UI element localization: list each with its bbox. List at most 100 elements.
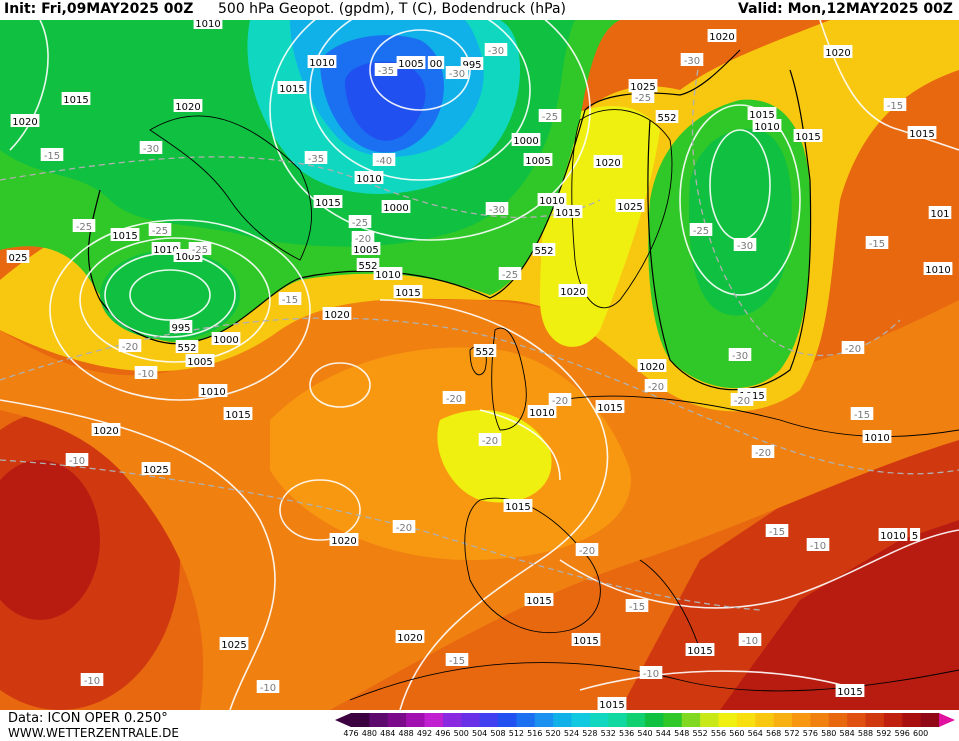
colorbar-left-arrow bbox=[335, 713, 351, 727]
pressure-label-text: 1015 bbox=[555, 208, 580, 219]
temperature-label: -10 bbox=[738, 633, 762, 647]
pressure-label: 1020 bbox=[823, 45, 853, 59]
temperature-label: -10 bbox=[80, 673, 104, 687]
temperature-label-box bbox=[575, 543, 599, 556]
temperature-label-text: -40 bbox=[376, 156, 392, 167]
temperature-label: -20 bbox=[751, 445, 775, 459]
pressure-label-text: 1010 bbox=[529, 408, 554, 419]
pressure-label-text: 1015 bbox=[112, 231, 137, 242]
pressure-label-text: 1015 bbox=[599, 700, 624, 710]
pressure-label-box bbox=[373, 267, 403, 280]
temperature-label-text: -20 bbox=[355, 234, 371, 245]
isobar-east-2 bbox=[679, 104, 801, 296]
pressure-label: 1015 bbox=[793, 129, 823, 143]
temperature-label-text: -10 bbox=[138, 369, 154, 380]
temperature-label-box bbox=[485, 202, 509, 215]
colorbar-tick-label: 556 bbox=[710, 729, 727, 738]
pressure-label-text: 1010 bbox=[375, 270, 400, 281]
pressure-label-box bbox=[628, 79, 658, 92]
pressure-label-text: 00 bbox=[430, 59, 443, 70]
geopotential-label-text: 552 bbox=[177, 343, 196, 354]
colorbar-tick-label: 500 bbox=[453, 729, 469, 738]
temperature-label-text: -20 bbox=[734, 396, 750, 407]
colorbar-tick-label: 548 bbox=[674, 729, 690, 738]
pressure-label-text: 1005 bbox=[187, 357, 212, 368]
pressure-label: 1015 bbox=[747, 107, 777, 121]
field-iceland-low bbox=[100, 250, 240, 340]
field-green-east-inner bbox=[689, 129, 792, 316]
pressure-label-box bbox=[110, 228, 140, 241]
colorbar-tick-label: 528 bbox=[582, 729, 598, 738]
pressure-label-box bbox=[185, 354, 215, 367]
colorbar-tick-label: 596 bbox=[894, 729, 910, 738]
colorbar-swatch bbox=[571, 713, 591, 727]
coast-greenland bbox=[149, 115, 312, 261]
geopotential-label-box bbox=[175, 340, 199, 353]
pressure-label-box bbox=[823, 45, 853, 58]
colorbar-tick-label: 484 bbox=[380, 729, 396, 738]
temperature-label-text: -20 bbox=[755, 448, 771, 459]
colorbar-swatch bbox=[369, 713, 389, 727]
geopotential-label-text: 552 bbox=[657, 113, 676, 124]
temperature-label: -30 bbox=[445, 66, 469, 80]
temperature-label-box bbox=[765, 524, 789, 537]
colorbar-swatch bbox=[608, 713, 628, 727]
temperature-label: -20 bbox=[841, 341, 865, 355]
temperature-label-box bbox=[348, 215, 372, 228]
colorbar-swatch bbox=[479, 713, 499, 727]
geopotential-label: 552 bbox=[356, 258, 380, 272]
pressure-label: 1010 bbox=[198, 384, 228, 398]
colorbar-swatch bbox=[755, 713, 775, 727]
temperature-label: -10 bbox=[806, 538, 830, 552]
pressure-label-box bbox=[597, 697, 627, 710]
pressure-label-text: 1010 bbox=[754, 122, 779, 133]
colorbar-swatch bbox=[553, 713, 572, 727]
colorbar-swatch bbox=[736, 713, 756, 727]
colorbar-tick-label: 544 bbox=[655, 729, 672, 738]
pressure-label: 1010 bbox=[151, 242, 181, 256]
pressure-label: 1010 bbox=[537, 193, 567, 207]
isobar-1020-nw bbox=[9, 20, 49, 151]
temperature-label-text: -10 bbox=[810, 541, 826, 552]
pressure-label-box bbox=[747, 107, 777, 120]
pressure-label-box bbox=[395, 630, 425, 643]
pressure-label-text: 1020 bbox=[397, 633, 422, 644]
colorbar-swatch bbox=[773, 713, 793, 727]
geopotential-label-text: 552 bbox=[534, 246, 553, 257]
temperature-label: -35 bbox=[374, 63, 398, 77]
colorbar-tick-label: 536 bbox=[618, 729, 635, 738]
valid-time: Valid: Mon,12MAY2025 00Z bbox=[738, 1, 953, 17]
temperature-label-box bbox=[278, 292, 302, 305]
temperature-label-box bbox=[680, 53, 704, 66]
temperature-label-box bbox=[445, 653, 469, 666]
pressure-label-text: 1015 bbox=[526, 596, 551, 607]
pressure-label-text: 1000 bbox=[383, 203, 408, 214]
pressure-label: 1010 bbox=[862, 430, 892, 444]
colorbar-swatch bbox=[351, 713, 370, 727]
temperature-label-text: -20 bbox=[482, 436, 498, 447]
temperature-label: -20 bbox=[118, 339, 142, 353]
pressure-label-box bbox=[6, 250, 30, 263]
colorbar-ticks: 476 480 484 488 492 496 500 504 508 512 516 520 524 5… bbox=[335, 729, 955, 739]
colorbar-swatch bbox=[645, 713, 664, 727]
pressure-label-box bbox=[571, 633, 601, 646]
temperature-label-text: -25 bbox=[76, 222, 92, 233]
pressure-label-text: 995 bbox=[462, 60, 481, 71]
temperature-label-text: -25 bbox=[635, 93, 651, 104]
temperature-label-box bbox=[372, 153, 396, 166]
pressure-label: 1015 bbox=[393, 285, 423, 299]
pressure-label-text: 1010 bbox=[309, 58, 334, 69]
pressure-label-box bbox=[393, 285, 423, 298]
pressure-label-text: 1000 bbox=[213, 335, 238, 346]
geopotential-label-box bbox=[532, 243, 556, 256]
temperature-label-box bbox=[188, 242, 212, 255]
temperature-label-box bbox=[478, 433, 502, 446]
pressure-label-box bbox=[351, 242, 381, 255]
pressure-label-text: 1020 bbox=[93, 426, 118, 437]
pressure-label: 1015 bbox=[597, 697, 627, 710]
temperature-label: -25 bbox=[631, 90, 655, 104]
pressure-label-text: 101 bbox=[930, 209, 949, 220]
geopotential-label: 552 bbox=[473, 344, 497, 358]
temperature-label: -25 bbox=[188, 242, 212, 256]
